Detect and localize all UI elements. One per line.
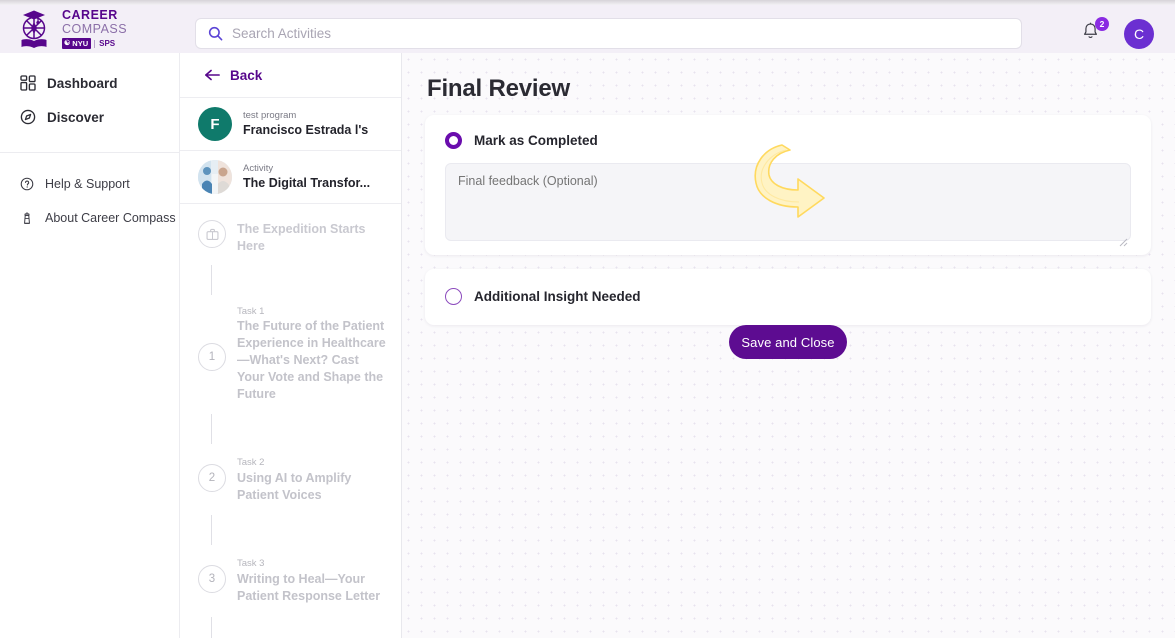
lighthouse-info-icon: [24, 212, 30, 224]
back-label: Back: [230, 67, 263, 83]
sidebar-item-discover[interactable]: Discover: [0, 100, 179, 134]
browser-top-strip: [0, 0, 1175, 5]
step-connector: [211, 414, 212, 445]
step-task-1-kicker: Task 1: [237, 305, 265, 317]
additional-insight-card: Additional Insight Needed: [425, 269, 1151, 325]
step-task-3-kicker: Task 3: [237, 558, 265, 570]
radio-mark-as-completed-icon[interactable]: [445, 132, 462, 149]
medical-photo-thumbnail-icon: [198, 160, 232, 194]
compass-graduation-logo-icon: [21, 10, 47, 48]
main-content: Final Review Mark as Completed Additiona…: [402, 53, 1175, 638]
activity-panel: Back F test program Francisco Estrada l'…: [180, 53, 402, 638]
context-activity[interactable]: Activity The Digital Transfor...: [180, 151, 401, 203]
search-placeholder: Search Activities: [232, 26, 332, 41]
step-connector: [211, 616, 212, 638]
sidebar-item-discover-label: Discover: [47, 109, 105, 125]
step-task-1[interactable]: 1 Task 1 The Future of the Patient Exper…: [180, 305, 401, 403]
option-additional-insight[interactable]: Additional Insight Needed: [425, 269, 1151, 305]
radio-additional-insight-icon[interactable]: [445, 288, 462, 305]
page-title: Final Review: [427, 75, 570, 102]
step-task-3-title: Writing to Heal—Your Patient Response Le…: [237, 571, 381, 603]
bell-icon: [1083, 22, 1098, 39]
notifications-button[interactable]: 2: [1080, 17, 1109, 47]
step-number-3: 3: [198, 565, 226, 594]
program-kicker: test program: [243, 109, 297, 121]
step-task-3[interactable]: 3 Task 3 Writing to Heal—Your Patient Re…: [180, 557, 401, 604]
search-input[interactable]: Search Activities: [195, 18, 1022, 49]
sps-label: SPS: [94, 39, 115, 48]
final-feedback-input[interactable]: [445, 163, 1131, 241]
step-number-2: 2: [198, 464, 226, 493]
notification-count-badge: 2: [1095, 17, 1109, 31]
back-button[interactable]: Back: [180, 53, 401, 98]
program-title: Francisco Estrada l's: [243, 123, 369, 138]
step-number-1: 1: [198, 342, 226, 371]
context-program[interactable]: F test program Francisco Estrada l's: [180, 98, 401, 150]
sidebar-item-help-support[interactable]: Help & Support: [0, 167, 179, 201]
sidebar-item-about[interactable]: About Career Compass: [0, 201, 179, 235]
sidebar-item-about-label: About Career Compass: [45, 211, 176, 225]
step-intro-title: The Expedition Starts Here: [237, 222, 366, 253]
save-and-close-button[interactable]: Save and Close: [729, 325, 847, 359]
step-task-2-title: Using AI to Amplify Patient Voices: [237, 470, 352, 502]
app-header: CAREER COMPASS ☯ NYU SPS Search Activiti…: [0, 5, 1175, 53]
sidebar-item-dashboard[interactable]: Dashboard: [0, 66, 179, 100]
brand-line-1: CAREER: [62, 8, 118, 23]
program-avatar: F: [198, 107, 232, 141]
left-sidebar: Dashboard Discover Help & Support: [0, 53, 180, 638]
brand-line-2: COMPASS: [62, 21, 128, 36]
compass-icon: [20, 109, 36, 125]
search-icon: [208, 26, 223, 41]
nyu-label: NYU: [72, 38, 89, 48]
grid-dashboard-icon: [20, 75, 36, 91]
context-divider: [180, 150, 401, 151]
user-avatar[interactable]: C: [1124, 19, 1154, 49]
briefcase-icon: [198, 220, 226, 248]
option-mark-as-completed[interactable]: Mark as Completed: [425, 115, 1151, 149]
nyu-chip: ☯ NYU: [62, 38, 92, 49]
torch-icon: ☯: [64, 40, 71, 47]
brand-logo[interactable]: CAREER COMPASS ☯ NYU SPS: [0, 5, 180, 53]
task-stepper: The Expedition Starts Here 1 Task 1 The …: [180, 204, 401, 638]
activity-divider: [180, 203, 401, 204]
step-task-1-title: The Future of the Patient Experience in …: [237, 319, 386, 401]
step-task-2-kicker: Task 2: [237, 457, 265, 469]
step-connector: [211, 515, 212, 546]
sidebar-item-dashboard-label: Dashboard: [47, 75, 118, 91]
option-additional-insight-label: Additional Insight Needed: [474, 289, 641, 304]
step-connector: [211, 264, 212, 295]
arrow-left-icon: [205, 69, 220, 81]
step-task-2[interactable]: 2 Task 2 Using AI to Amplify Patient Voi…: [180, 456, 401, 503]
activity-kicker: Activity: [243, 162, 274, 174]
option-mark-as-completed-label: Mark as Completed: [474, 133, 598, 148]
sidebar-divider: [0, 152, 179, 153]
sidebar-item-help-support-label: Help & Support: [45, 177, 130, 191]
step-intro[interactable]: The Expedition Starts Here: [180, 220, 401, 255]
question-circle-icon: [20, 177, 34, 191]
mark-completed-card: Mark as Completed: [425, 115, 1151, 255]
activity-title: The Digital Transfor...: [243, 176, 371, 191]
